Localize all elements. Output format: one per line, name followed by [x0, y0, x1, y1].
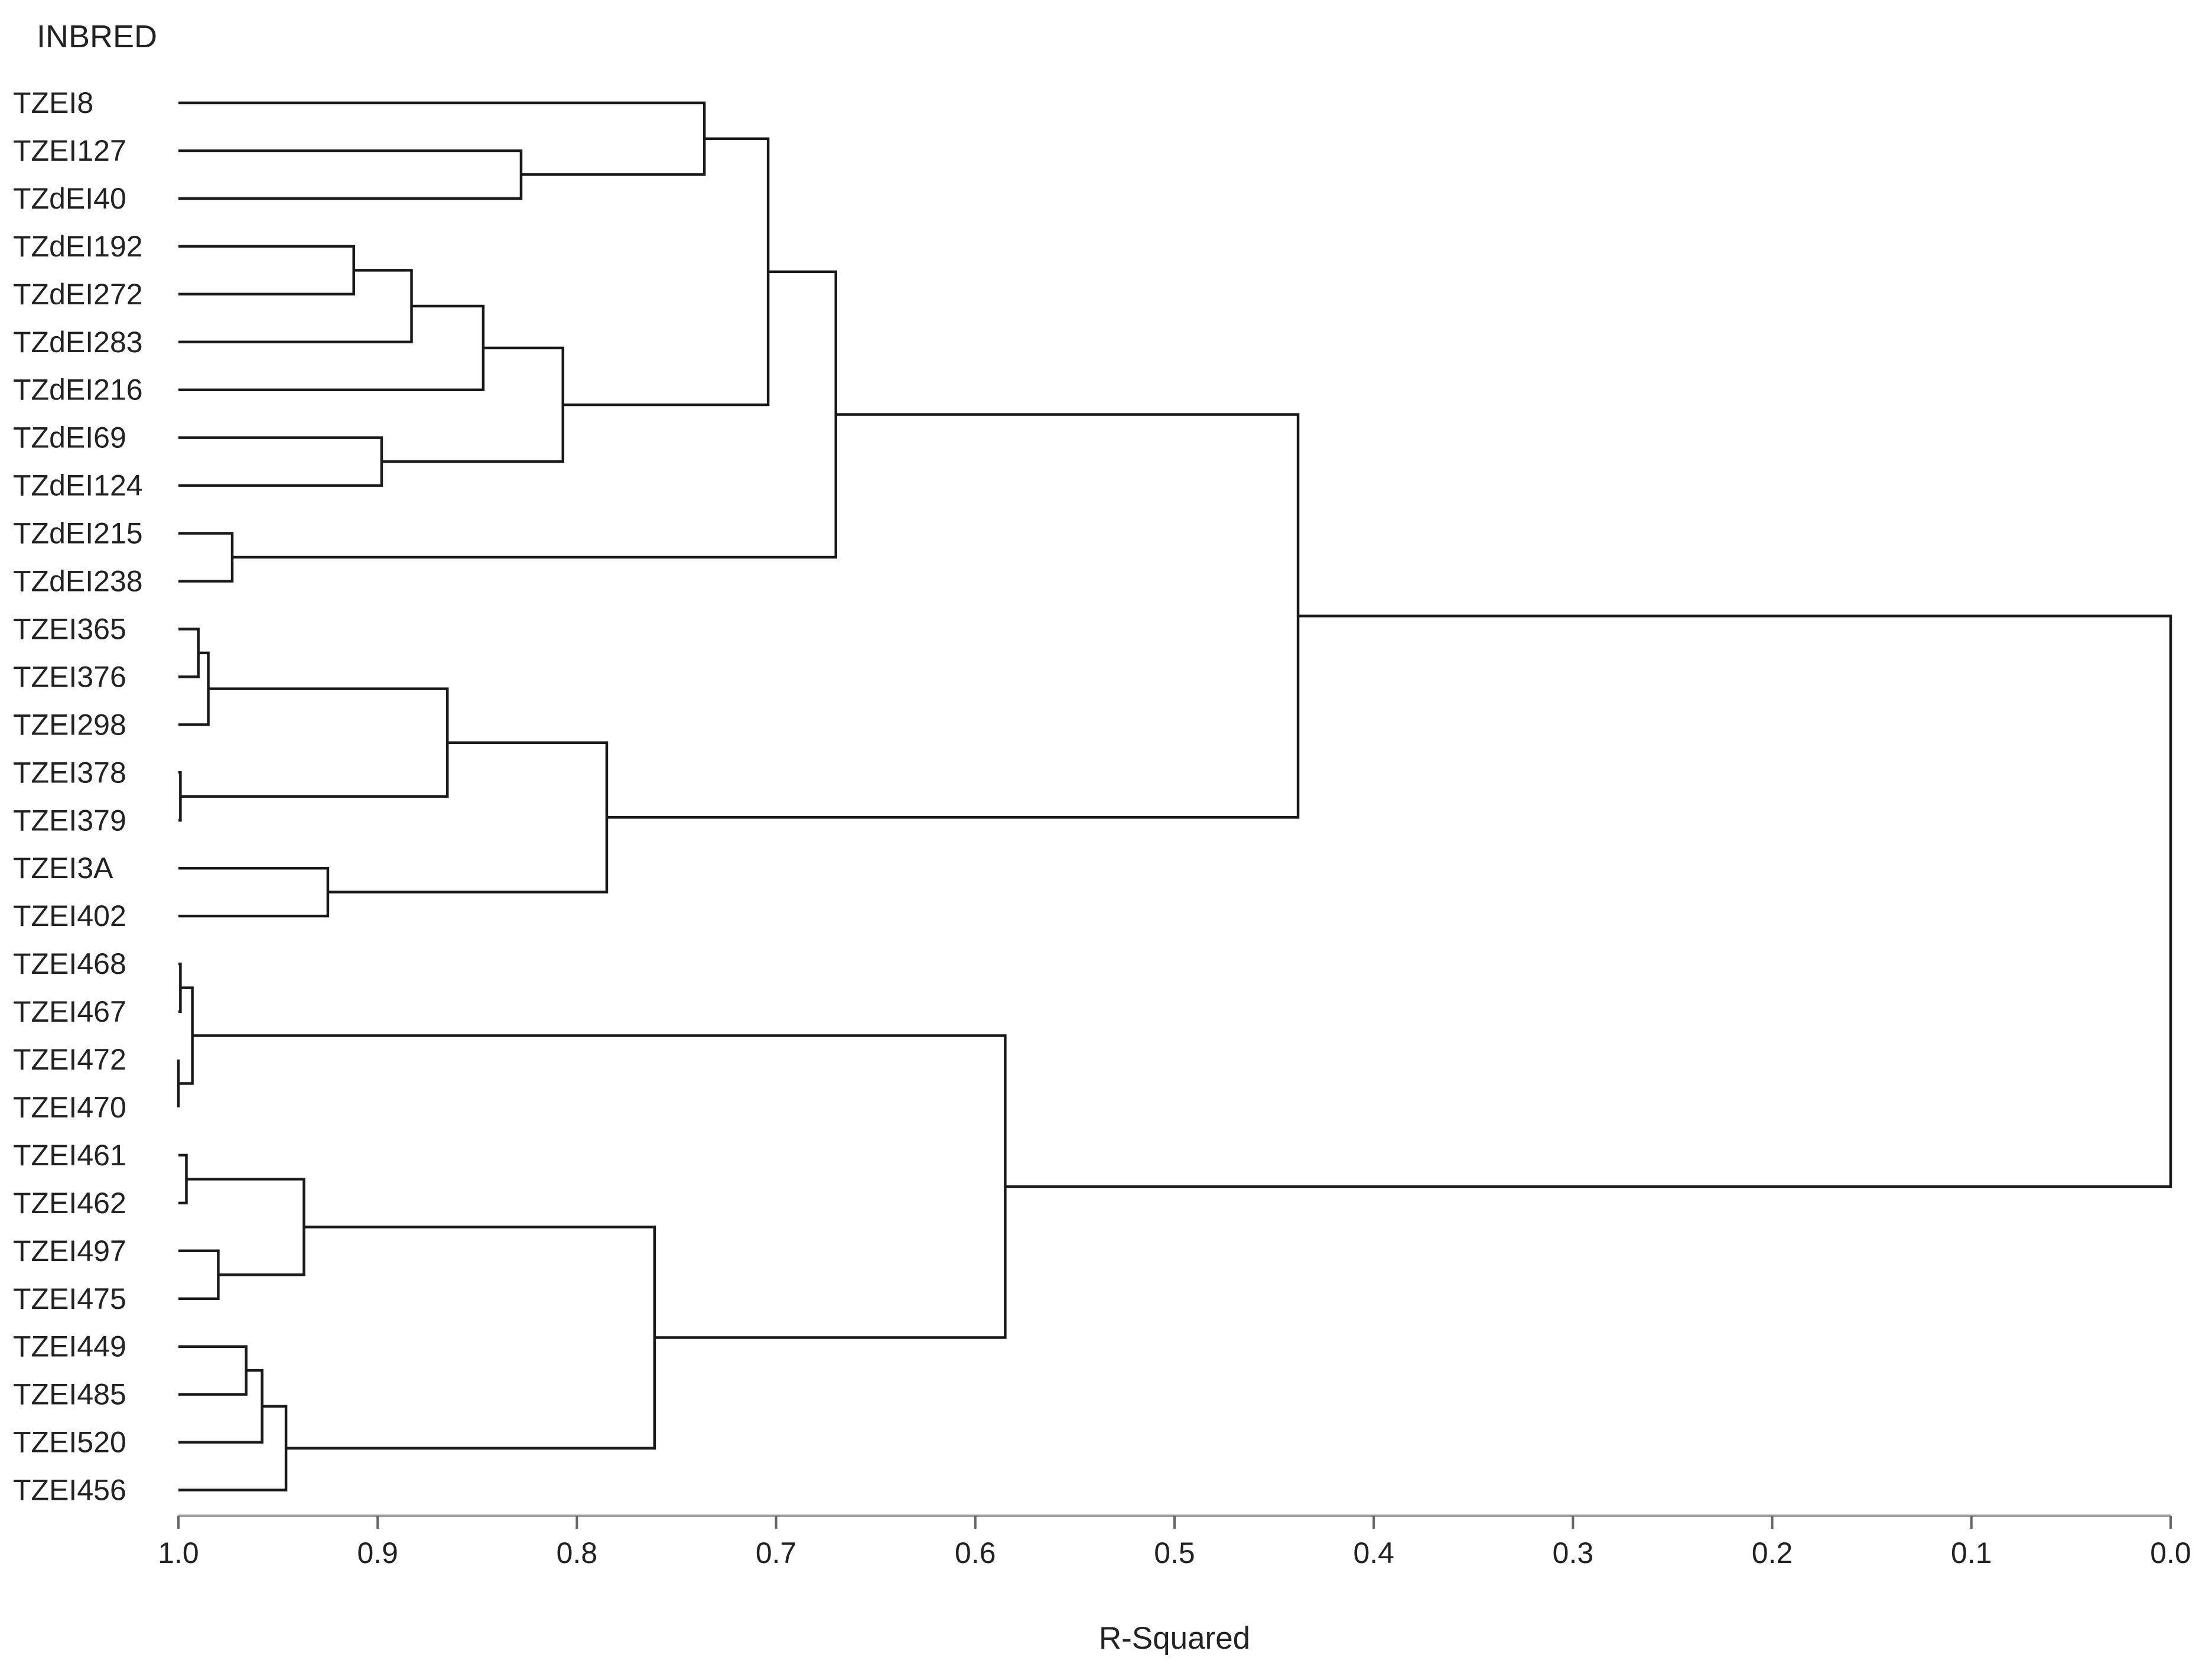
leaf-label: TZEI462 — [13, 1187, 126, 1220]
merge-link — [1005, 615, 2172, 1188]
leaf-label: TZEI127 — [13, 134, 126, 167]
leaf-label: TZEI468 — [13, 947, 126, 980]
leaf-label: TZEI379 — [13, 804, 126, 837]
leaf-label: TZEI485 — [13, 1378, 126, 1411]
leaf-label: TZEI378 — [13, 756, 126, 789]
x-tick-label: 0.7 — [756, 1536, 797, 1569]
leaf-label: TZEI8 — [13, 86, 93, 119]
leaf-label: TZEI520 — [13, 1426, 126, 1459]
merge-link — [180, 687, 449, 798]
merge-link — [286, 1226, 656, 1450]
merge-link — [178, 304, 485, 391]
x-tick-label: 0.4 — [1353, 1536, 1394, 1569]
leaf-label: TZdEI272 — [13, 278, 143, 311]
header-title: INBRED — [37, 19, 157, 54]
leaf-label: TZdEI40 — [13, 182, 126, 215]
merge-link — [186, 1178, 305, 1276]
merge-link — [178, 1345, 248, 1396]
x-tick-label: 0.1 — [1951, 1536, 1992, 1569]
merge-link — [192, 1034, 1007, 1339]
merge-link — [178, 651, 210, 726]
x-tick-label: 0.5 — [1154, 1536, 1195, 1569]
x-tick-label: 0.3 — [1553, 1536, 1594, 1569]
leaf-label: TZEI497 — [13, 1234, 126, 1268]
x-tick-label: 0.0 — [2150, 1536, 2191, 1569]
leaf-label: TZEI376 — [13, 660, 126, 693]
merge-link — [606, 413, 1300, 819]
x-tick-label: 1.0 — [158, 1536, 199, 1569]
leaf-label: TZdEI192 — [13, 230, 143, 263]
leaf-label: TZdEI216 — [13, 373, 143, 407]
leaf-label: TZdEI238 — [13, 565, 143, 598]
merge-link — [327, 741, 609, 893]
leaf-label: TZEI461 — [13, 1139, 126, 1172]
leaf-label: TZEI298 — [13, 708, 126, 741]
dendrogram-links — [177, 101, 2172, 1491]
x-tick-label: 0.8 — [557, 1536, 598, 1569]
merge-link — [178, 269, 413, 343]
leaf-label: TZdEI215 — [13, 517, 143, 550]
merge-link — [178, 1249, 220, 1300]
leaf-label: TZdEI124 — [13, 469, 143, 502]
merge-link — [178, 436, 383, 487]
leaf-label: TZEI472 — [13, 1043, 126, 1076]
merge-link — [178, 149, 523, 200]
merge-link — [178, 1153, 188, 1205]
leaf-labels: TZEI8 TZEI127 TZdEI40 TZdEI192 TZdEI272 TZdEI… — [13, 86, 143, 1507]
x-axis-title: R-Squared — [1099, 1621, 1250, 1656]
leaf-label: TZEI470 — [13, 1091, 126, 1124]
leaf-label: TZdEI283 — [13, 326, 143, 359]
merge-link — [178, 1369, 264, 1444]
merge-link — [178, 1405, 288, 1491]
merge-link — [562, 137, 770, 407]
merge-link — [178, 101, 706, 176]
x-tick-label: 0.9 — [357, 1536, 398, 1569]
x-tick-label: 0.2 — [1752, 1536, 1793, 1569]
leaf-label: TZEI3A — [13, 852, 113, 885]
leaf-label: TZEI475 — [13, 1282, 126, 1315]
merge-link — [381, 346, 565, 463]
merge-link — [178, 532, 234, 583]
merge-link — [178, 245, 355, 296]
merge-link — [178, 866, 330, 918]
leaf-label: TZEI402 — [13, 899, 126, 932]
merge-link — [232, 270, 838, 559]
leaf-label: TZEI467 — [13, 995, 126, 1028]
leaf-label: TZEI449 — [13, 1330, 126, 1363]
x-tick-label: 0.6 — [955, 1536, 996, 1569]
merge-link — [178, 771, 182, 822]
leaf-label: TZdEI69 — [13, 421, 126, 454]
leaf-label: TZEI456 — [13, 1474, 126, 1507]
leaf-label: TZEI365 — [13, 612, 126, 645]
x-axis: 1.0 0.9 0.8 0.7 0.6 0.5 0.4 0.3 0.2 0.1 0.0 — [158, 1515, 2191, 1569]
merge-link — [178, 962, 182, 1013]
x-axis-ticks: 1.0 0.9 0.8 0.7 0.6 0.5 0.4 0.3 0.2 0.1 0.0 — [158, 1516, 2191, 1569]
merge-link — [178, 628, 200, 678]
